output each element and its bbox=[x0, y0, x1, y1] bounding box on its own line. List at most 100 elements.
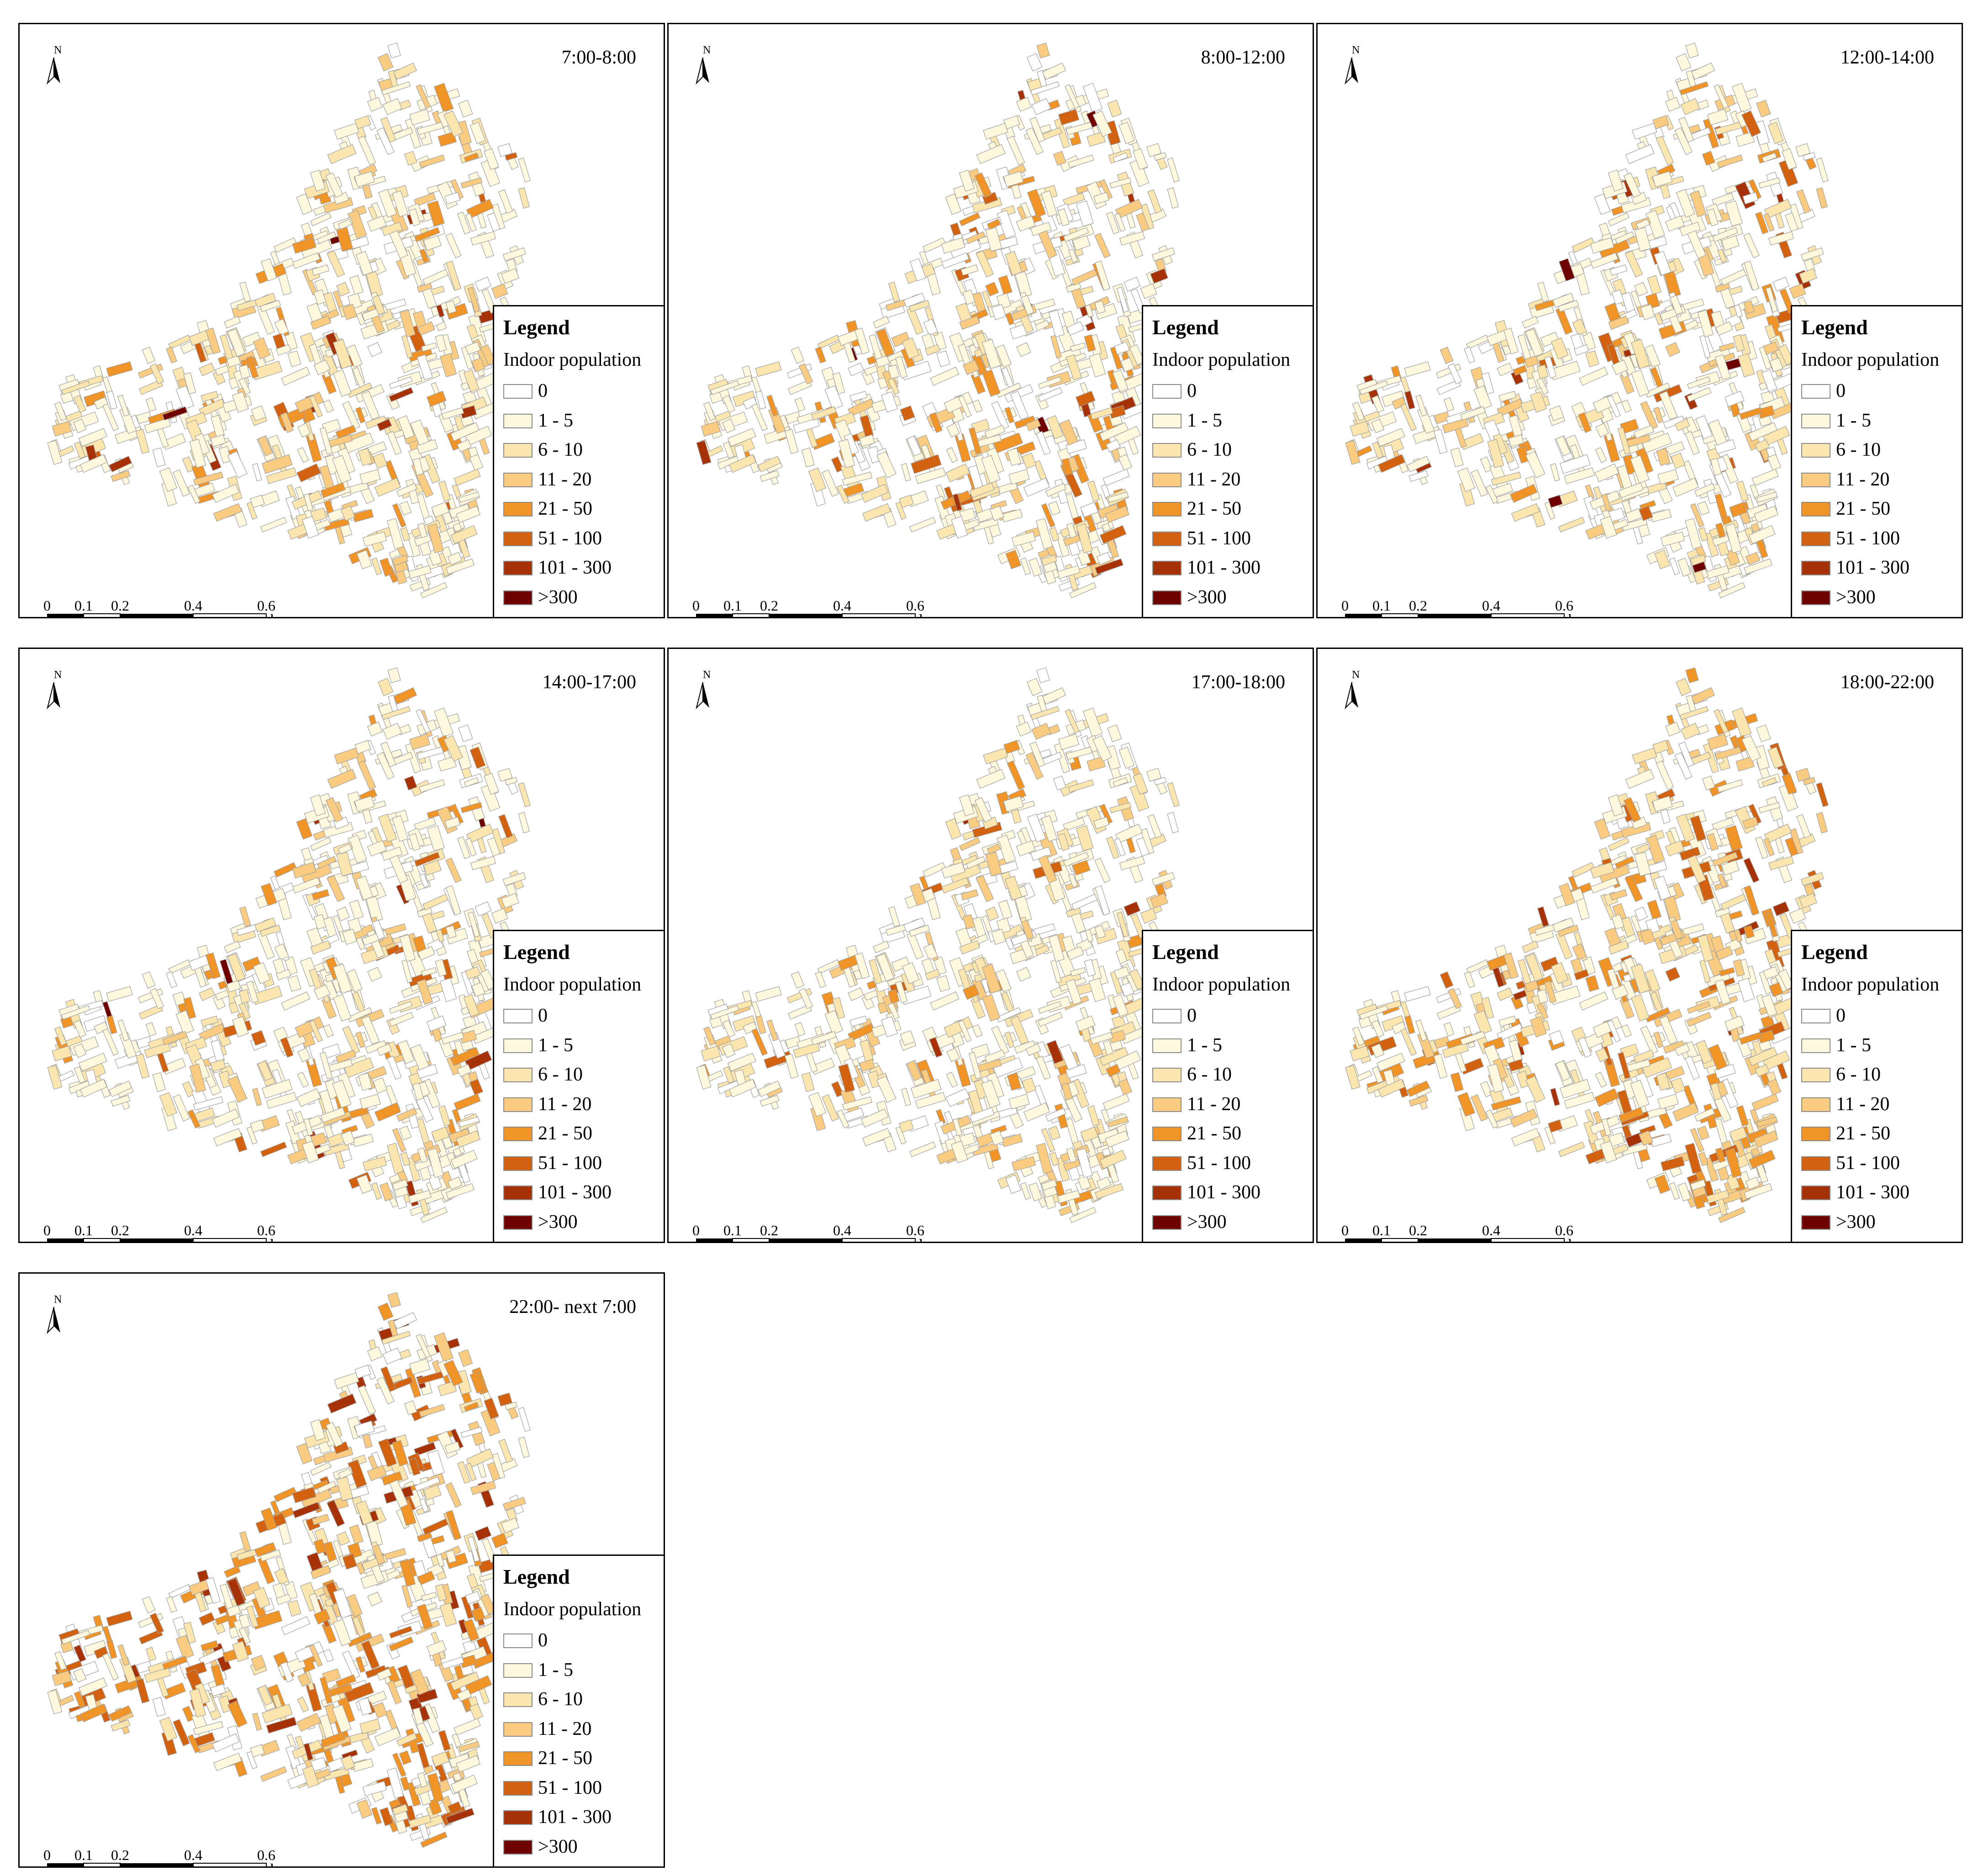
building bbox=[1536, 989, 1549, 1004]
building bbox=[1754, 1130, 1778, 1148]
building bbox=[1778, 783, 1799, 812]
building bbox=[335, 1674, 357, 1688]
building bbox=[266, 1092, 297, 1109]
building bbox=[1601, 1118, 1611, 1136]
building bbox=[457, 211, 471, 235]
building bbox=[991, 928, 1006, 945]
building bbox=[1029, 741, 1045, 768]
building bbox=[463, 369, 480, 392]
building bbox=[253, 962, 271, 984]
building bbox=[377, 678, 394, 696]
building bbox=[1112, 369, 1129, 392]
building bbox=[436, 929, 445, 943]
building bbox=[1167, 187, 1179, 209]
building bbox=[380, 741, 396, 768]
building bbox=[480, 158, 501, 187]
building bbox=[314, 1528, 329, 1546]
building bbox=[1133, 148, 1148, 170]
building bbox=[972, 399, 983, 413]
building bbox=[310, 212, 332, 227]
scale-tick-label: 0.6 bbox=[1555, 1222, 1573, 1238]
building bbox=[1151, 247, 1175, 261]
legend-label: 51 - 100 bbox=[538, 527, 602, 549]
building bbox=[1046, 415, 1064, 440]
building bbox=[239, 1531, 251, 1552]
building bbox=[849, 390, 868, 402]
building bbox=[902, 337, 920, 359]
building bbox=[1021, 919, 1034, 940]
building bbox=[1744, 1183, 1772, 1200]
building bbox=[1650, 509, 1672, 522]
building bbox=[401, 1584, 413, 1608]
building bbox=[416, 84, 431, 109]
building bbox=[347, 382, 373, 398]
building bbox=[166, 1596, 177, 1613]
building bbox=[102, 1001, 112, 1018]
building bbox=[443, 735, 464, 762]
building bbox=[274, 1486, 297, 1502]
building bbox=[314, 278, 329, 296]
building bbox=[1065, 979, 1082, 1005]
building bbox=[292, 1502, 321, 1518]
building bbox=[1371, 1043, 1385, 1058]
building bbox=[450, 804, 464, 825]
legend-label: 1 - 5 bbox=[538, 1659, 573, 1681]
building bbox=[1714, 121, 1742, 135]
building bbox=[117, 1019, 130, 1042]
building bbox=[1733, 334, 1745, 352]
building bbox=[1042, 687, 1066, 705]
building bbox=[242, 956, 262, 972]
building bbox=[1026, 53, 1043, 72]
building bbox=[518, 1407, 531, 1432]
building bbox=[703, 401, 716, 422]
panel-time-title: 14:00-17:00 bbox=[542, 672, 636, 693]
scale-tick-label: 0.2 bbox=[760, 1222, 778, 1238]
building bbox=[1480, 1081, 1493, 1097]
panel-time-title: 8:00-12:00 bbox=[1201, 47, 1285, 68]
building bbox=[310, 794, 326, 817]
building bbox=[1656, 760, 1674, 790]
building bbox=[327, 769, 357, 789]
building bbox=[1536, 364, 1549, 379]
building bbox=[261, 454, 293, 474]
building bbox=[367, 1346, 383, 1361]
building bbox=[1745, 552, 1761, 565]
building bbox=[986, 843, 1001, 854]
building bbox=[1702, 775, 1715, 790]
building bbox=[408, 1458, 421, 1476]
building bbox=[1714, 979, 1731, 1005]
building bbox=[1719, 967, 1735, 977]
building bbox=[923, 237, 946, 253]
building bbox=[342, 1553, 357, 1570]
scale-tick-label: 0.6 bbox=[257, 1222, 275, 1238]
building bbox=[930, 991, 960, 1011]
building bbox=[251, 1030, 266, 1046]
building bbox=[377, 53, 394, 72]
building bbox=[352, 509, 374, 522]
building bbox=[1491, 471, 1522, 486]
north-label: N bbox=[54, 669, 62, 681]
building bbox=[320, 482, 346, 498]
legend-label: 21 - 50 bbox=[1187, 1123, 1241, 1144]
building bbox=[1061, 458, 1073, 476]
legend-label: 21 - 50 bbox=[1836, 1123, 1890, 1144]
building bbox=[1016, 215, 1036, 232]
building bbox=[1765, 912, 1778, 938]
building bbox=[1096, 1176, 1112, 1190]
building bbox=[423, 1485, 442, 1501]
building bbox=[930, 367, 960, 386]
building bbox=[1743, 232, 1760, 258]
building bbox=[387, 1292, 401, 1308]
building bbox=[1578, 412, 1592, 433]
building bbox=[361, 1640, 380, 1670]
building bbox=[387, 667, 401, 683]
scale-tick-label: 0 bbox=[43, 1847, 51, 1863]
building bbox=[929, 412, 943, 433]
scale-bar: 0 0.1 0.2 0.4 0.6 km bbox=[1341, 1222, 1589, 1242]
building bbox=[280, 1037, 294, 1058]
building bbox=[431, 1126, 450, 1143]
legend-label: 21 - 50 bbox=[538, 498, 592, 519]
building bbox=[232, 391, 249, 413]
building bbox=[1076, 1173, 1091, 1191]
